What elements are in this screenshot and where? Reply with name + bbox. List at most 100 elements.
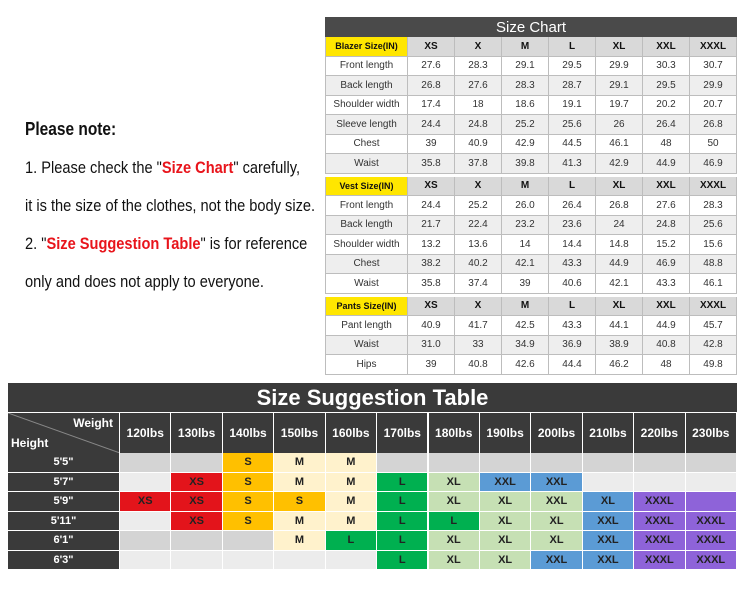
size-cell: M [274,531,326,551]
note-text: only and does not apply to everyone. [25,272,264,291]
size-chart-cell: 37.8 [455,154,502,174]
weight-header: 140lbs [222,413,275,453]
size-chart-cell: 29.9 [596,56,643,76]
size-chart-cell: 46.2 [596,355,643,375]
height-header: 5'9" [8,492,120,512]
weight-label: Weight [73,416,113,430]
size-cell: S [274,492,326,512]
size-chart-cell: 15.2 [643,235,690,255]
size-chart-cell: 48 [643,355,690,375]
size-chart-cell: 46.9 [690,154,737,174]
size-cell [531,453,583,473]
size-cell: XL [428,492,480,512]
size-cell [685,472,737,492]
size-cell: XL [531,531,583,551]
size-chart-header: X [455,37,502,57]
size-chart-cell: 49.8 [690,355,737,375]
size-cell: XS [120,492,172,512]
size-cell: S [222,492,275,512]
size-cell: L [325,531,378,551]
size-cell: XXL [479,472,532,492]
size-chart-header: XS [408,176,455,196]
size-cell: XXXL [634,550,686,570]
size-chart-cell: 46.9 [643,254,690,274]
size-chart-cell: Waist [325,154,408,174]
size-cell [120,511,172,531]
height-header: 6'1" [8,531,120,551]
size-cell: XS [171,472,223,492]
size-chart-cell: 43.3 [643,274,690,294]
size-chart-header: XL [596,296,643,316]
size-chart-cell: 29.5 [643,76,690,96]
size-chart-header: XS [408,296,455,316]
size-cell: XL [479,511,532,531]
size-chart-cell: 28.3 [455,56,502,76]
size-cell: M [325,472,378,492]
size-chart-cell: 26.4 [549,196,596,216]
size-chart-cell: Front length [325,196,408,216]
size-chart-cell: 13.6 [455,235,502,255]
size-chart-header: XXXL [690,296,737,316]
size-cell: XL [428,531,480,551]
size-chart-cell: 24.4 [408,115,455,135]
size-cell: XL [479,550,532,570]
size-chart-cell: 21.7 [408,215,455,235]
weight-header: 130lbs [171,413,223,453]
size-cell: XXL [582,550,635,570]
size-chart-cell: 22.4 [455,215,502,235]
size-chart-cell: 40.8 [643,335,690,355]
size-cell [325,550,378,570]
size-cell: XL [428,550,480,570]
size-chart-cell: 29.5 [549,56,596,76]
size-chart-cell: 30.7 [690,56,737,76]
size-cell: XXL [531,550,583,570]
size-cell [120,453,172,473]
size-cell [274,550,326,570]
size-chart-cell: 19.7 [596,95,643,115]
size-chart-cell: 40.2 [455,254,502,274]
size-chart-cell: 41.3 [549,154,596,174]
size-chart-cell: 29.1 [596,76,643,96]
size-cell: XXL [582,531,635,551]
weight-header: 150lbs [274,413,326,453]
size-cell [171,453,223,473]
size-cell: XXXL [634,492,686,512]
size-chart-cell: 33 [455,335,502,355]
size-chart-cell: 29.9 [690,76,737,96]
size-chart-cell: 27.6 [455,76,502,96]
size-chart-cell: 27.6 [643,196,690,216]
note-emphasis: Size Chart [161,158,234,177]
size-cell: XL [582,492,635,512]
height-label: Height [11,436,49,450]
size-chart-cell: 35.8 [408,154,455,174]
size-chart-cell: 23.2 [502,215,549,235]
weight-header: 230lbs [685,413,737,453]
suggestion-title: Size Suggestion Table [8,383,737,413]
height-header: 5'5" [8,453,120,473]
size-chart-cell: 50 [690,134,737,154]
size-chart-cell: 19.1 [549,95,596,115]
size-cell: M [325,492,378,512]
size-cell [685,492,737,512]
size-chart-cell: 24.8 [455,115,502,135]
size-chart-cell: 25.2 [502,115,549,135]
height-header: 6'3" [8,550,120,570]
size-cell: M [325,453,378,473]
size-cell [120,472,172,492]
weight-header: 180lbs [428,413,480,453]
diagonal-line [8,413,119,453]
size-cell: XXL [531,492,583,512]
size-chart-header: L [549,296,596,316]
size-chart-cell: Chest [325,254,408,274]
size-chart-cell: 41.7 [455,316,502,336]
note-line: only and does not apply to everyone. [25,272,264,292]
size-chart-cell: 42.1 [596,274,643,294]
size-chart-cell: 26 [596,115,643,135]
size-chart-cell: 46.1 [690,274,737,294]
size-cell: L [428,511,480,531]
size-chart-cell: Waist [325,335,408,355]
size-chart-cell: 24.8 [643,215,690,235]
size-chart-cell: 43.3 [549,254,596,274]
weight-header: 200lbs [531,413,583,453]
